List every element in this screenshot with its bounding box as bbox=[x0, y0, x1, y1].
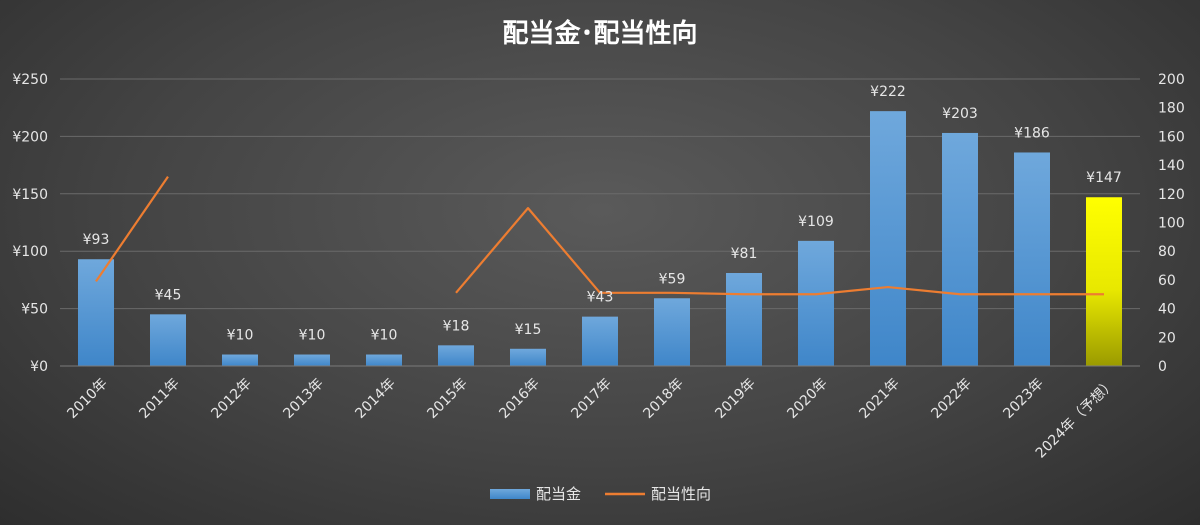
y-right-tick-label: 40 bbox=[1158, 302, 1176, 318]
bar bbox=[366, 354, 402, 366]
payout-ratio-line bbox=[95, 175, 169, 282]
bar-data-label: ¥147 bbox=[1086, 170, 1122, 186]
bar bbox=[870, 111, 906, 366]
x-tick-label: 2020年 bbox=[784, 376, 830, 422]
bar-data-label: ¥109 bbox=[798, 214, 834, 230]
y-right-tick-label: 20 bbox=[1158, 330, 1176, 346]
bar bbox=[78, 259, 114, 366]
y-left-tick-label: ¥150 bbox=[12, 187, 48, 203]
x-tick-label: 2014年 bbox=[352, 376, 398, 422]
y-left-tick-label: ¥50 bbox=[21, 302, 48, 318]
bar bbox=[150, 314, 186, 366]
y-right-tick-label: 200 bbox=[1158, 72, 1185, 88]
bar bbox=[1086, 197, 1122, 366]
payout-ratio-line bbox=[455, 207, 1104, 296]
legend-label-bar: 配当金 bbox=[536, 485, 581, 503]
bar bbox=[1014, 152, 1050, 366]
y-right-tick-label: 80 bbox=[1158, 244, 1176, 260]
bar bbox=[582, 316, 618, 366]
x-tick-label: 2010年 bbox=[64, 376, 110, 422]
y-left-tick-label: ¥100 bbox=[12, 244, 48, 260]
x-tick-label: 2011年 bbox=[136, 376, 182, 422]
bar bbox=[942, 132, 978, 366]
bar-data-label: ¥186 bbox=[1014, 125, 1050, 141]
x-tick-label: 2012年 bbox=[208, 376, 254, 422]
legend-label-line: 配当性向 bbox=[651, 485, 711, 503]
legend: 配当金 配当性向 bbox=[490, 485, 711, 503]
x-axis: 2010年 2011年 2012年 2013年 2014年 2015年 2016年 2017年… bbox=[60, 365, 1140, 462]
bar-data-label: ¥59 bbox=[659, 271, 686, 287]
bar-data-label: ¥15 bbox=[515, 322, 542, 338]
y-right-tick-label: 180 bbox=[1158, 101, 1185, 117]
x-tick-label: 2019年 bbox=[712, 376, 758, 422]
x-tick-label: 2013年 bbox=[280, 376, 326, 422]
y-left-tick-label: ¥200 bbox=[12, 129, 48, 145]
x-tick-label: 2018年 bbox=[640, 376, 686, 422]
y-right-tick-label: 0 bbox=[1158, 359, 1167, 375]
x-tick-label: 2023年 bbox=[1000, 376, 1046, 422]
bar-data-label: ¥45 bbox=[155, 287, 182, 303]
y-axis-left: ¥0 ¥50 ¥100 ¥150 ¥200 ¥250 bbox=[12, 72, 48, 375]
x-tick-label: 2022年 bbox=[928, 376, 974, 422]
bar bbox=[222, 354, 258, 366]
bar bbox=[438, 345, 474, 366]
chart-title: 配当金･配当性向 bbox=[502, 18, 697, 49]
bar-data-label: ¥10 bbox=[371, 328, 398, 344]
bar-data-label: ¥10 bbox=[299, 328, 326, 344]
bar bbox=[654, 298, 690, 366]
bar-series bbox=[78, 111, 1122, 366]
y-right-tick-label: 100 bbox=[1158, 216, 1185, 232]
bar-data-label: ¥10 bbox=[227, 328, 254, 344]
y-right-tick-label: 60 bbox=[1158, 273, 1176, 289]
y-left-tick-label: ¥0 bbox=[30, 359, 48, 375]
x-tick-label: 2024年（予想） bbox=[1033, 376, 1119, 462]
bar-data-label: ¥18 bbox=[443, 318, 470, 334]
y-right-tick-label: 160 bbox=[1158, 129, 1185, 145]
x-tick-label: 2016年 bbox=[496, 376, 542, 422]
x-tick-label: 2015年 bbox=[424, 376, 470, 422]
y-right-tick-label: 140 bbox=[1158, 158, 1185, 174]
bar-data-label: ¥81 bbox=[731, 246, 758, 262]
bar-data-label: ¥203 bbox=[942, 106, 978, 122]
data-labels: ¥93 ¥45 ¥10 ¥10 ¥10 ¥18 ¥15 ¥43 ¥59 ¥81 ¥109 ¥222 ¥2… bbox=[83, 84, 1122, 343]
bar bbox=[726, 273, 762, 366]
y-right-tick-label: 120 bbox=[1158, 187, 1185, 203]
y-axis-right: 0 20 40 60 80 100 120 140 160 180 200 bbox=[1158, 72, 1185, 375]
x-tick-label: 2017年 bbox=[568, 376, 614, 422]
bar bbox=[510, 348, 546, 366]
bar bbox=[294, 354, 330, 366]
bar-data-label: ¥43 bbox=[587, 290, 614, 306]
x-tick-label: 2021年 bbox=[856, 376, 902, 422]
bar-data-label: ¥222 bbox=[870, 84, 906, 100]
bar-data-label: ¥93 bbox=[83, 232, 110, 248]
y-left-tick-label: ¥250 bbox=[12, 72, 48, 88]
legend-swatch-bar bbox=[490, 489, 530, 499]
line-series bbox=[95, 175, 1104, 296]
bar bbox=[798, 240, 834, 366]
